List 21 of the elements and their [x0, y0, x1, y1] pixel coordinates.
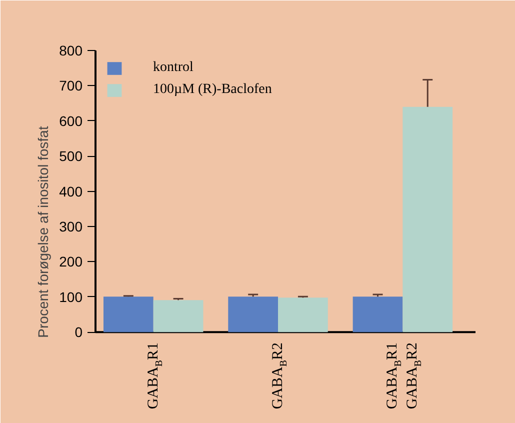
- y-tick-label: 500: [59, 148, 83, 164]
- bar: [352, 296, 403, 332]
- y-tick-label: 300: [59, 218, 83, 235]
- bar: [228, 296, 278, 332]
- y-tick-label: 200: [59, 254, 83, 270]
- y-tick-label: 800: [59, 42, 83, 58]
- bar: [153, 300, 204, 332]
- x-tick-label: GABABR2: [270, 342, 290, 410]
- legend-label: 100µM (R)-Baclofen: [153, 82, 272, 98]
- bar: [103, 296, 154, 332]
- bar: [402, 106, 453, 332]
- legend-label: kontrol: [153, 60, 194, 76]
- y-tick-label: 400: [59, 183, 83, 200]
- y-tick-label: 100: [59, 288, 83, 305]
- y-axis-title: Procent forøgelse af inositol fosfat: [35, 126, 52, 338]
- y-tick-label: 0: [74, 324, 83, 340]
- bar: [278, 298, 328, 332]
- x-tick-label: GABABR1 GABABR2: [384, 342, 424, 410]
- y-tick-label: 700: [59, 78, 83, 94]
- x-tick-label: GABABR1: [145, 342, 165, 410]
- y-tick-label: 600: [59, 112, 83, 129]
